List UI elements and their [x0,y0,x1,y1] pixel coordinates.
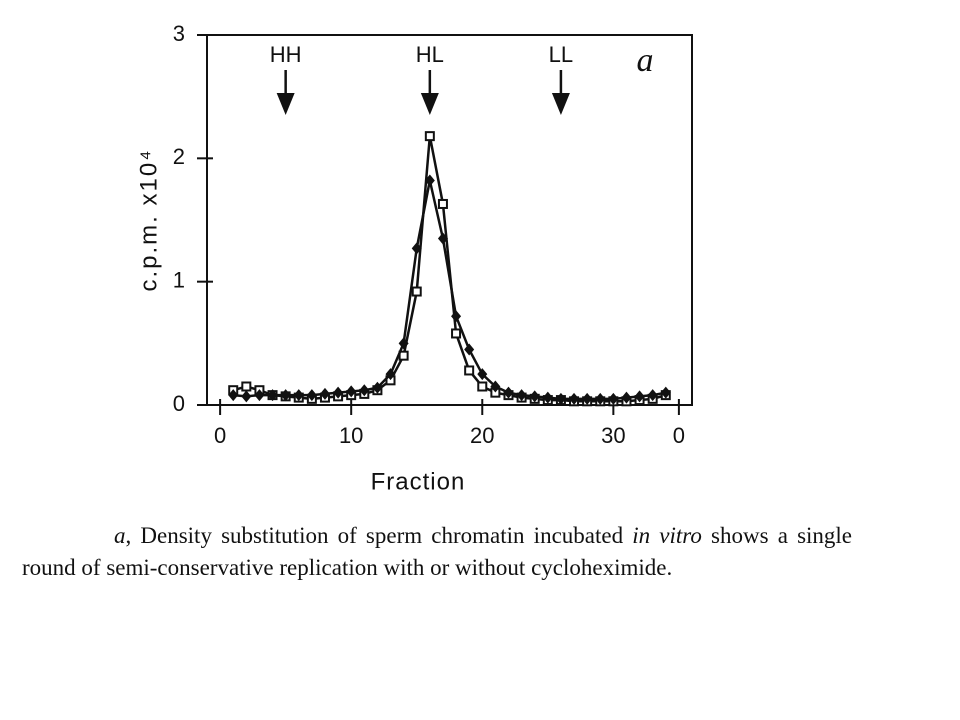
diamond-marker [424,174,435,187]
diamond-marker [542,391,553,404]
y-axis-label: c.p.m. x10⁴ [135,148,162,291]
diamond-marker [280,389,291,402]
x-axis-label: Fraction [371,468,466,495]
diamond-marker [306,389,317,402]
annotation-label: HH [270,42,302,67]
y-tick-label: 2 [173,144,185,169]
y-tick-label: 3 [173,21,185,46]
diamond-marker [437,232,448,245]
annotation-arrow-head [276,93,295,115]
annotation-label: HL [416,42,444,67]
diamond-marker [516,389,527,402]
square-marker [437,198,448,209]
diamond-marker [385,368,396,381]
diamond-marker [490,380,501,393]
x-tick-label: 10 [339,423,363,448]
diamond-marker [477,368,488,381]
caption-text: , Density substitution of sperm chromati… [125,523,633,548]
diamond-marker [464,343,475,356]
series-line [232,135,667,403]
diamond-marker [319,387,330,400]
diamond-marker [621,391,632,404]
annotation-arrow-head [420,93,439,115]
annotation-arrow-head [551,93,570,115]
diamond-marker [333,386,344,399]
x-tick-label: 20 [470,423,494,448]
diamond-marker [660,386,671,399]
plot-frame [206,34,693,406]
diamond-marker [503,386,514,399]
diamond-marker [241,390,252,403]
square-marker [424,131,435,142]
diamond-marker [267,389,278,402]
panel-label: a [637,42,654,79]
diamond-marker [555,392,566,405]
diamond-marker [595,392,606,405]
square-marker [464,365,475,376]
y-tick-label: 1 [173,267,185,292]
caption-text: shows a single round of semi-conservativ… [22,523,853,580]
x-tick-label: 30 [601,423,625,448]
y-tick-label: 0 [173,391,185,416]
square-marker [477,381,488,392]
square-marker [451,328,462,339]
x-tick-label: 0 [673,423,685,448]
diamond-marker [569,392,580,405]
diamond-marker [359,384,370,397]
caption: a, Density substitution of sperm chromat… [22,520,852,584]
diamond-marker [529,390,540,403]
diamond-marker [228,389,239,402]
diamond-marker [647,389,658,402]
caption-text: a [114,523,126,548]
diamond-marker [608,392,619,405]
diamond-marker [372,381,383,394]
square-marker [241,381,252,392]
diamond-marker [411,242,422,255]
diamond-marker [634,390,645,403]
diamond-marker [254,389,265,402]
diamond-marker [346,385,357,398]
annotation-label: LL [549,42,573,67]
diamond-marker [451,310,462,323]
diamond-marker [582,392,593,405]
x-tick-label: 0 [214,423,226,448]
diamond-marker [293,389,304,402]
caption-text: in vitro [632,523,702,548]
series-line [233,180,667,401]
square-marker [411,286,422,297]
diamond-marker [398,337,409,350]
